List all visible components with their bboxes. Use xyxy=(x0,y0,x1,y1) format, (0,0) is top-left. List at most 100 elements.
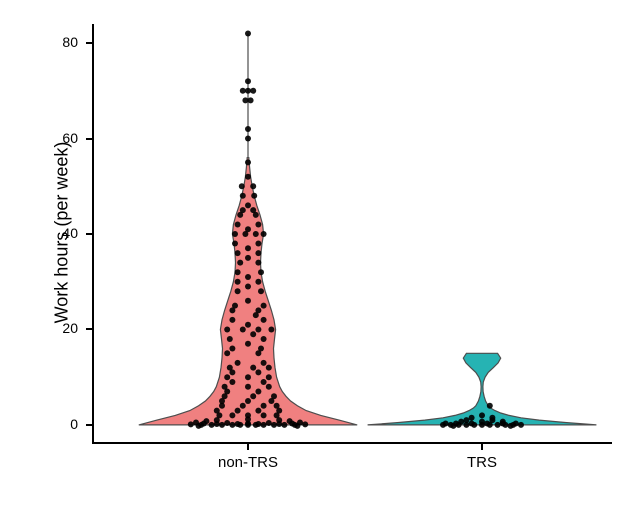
data-point xyxy=(255,421,261,427)
data-point xyxy=(214,408,220,414)
data-point xyxy=(240,207,246,213)
data-point xyxy=(245,88,251,94)
data-point xyxy=(261,231,267,237)
data-point xyxy=(245,412,251,418)
data-point xyxy=(261,422,267,428)
data-point xyxy=(255,369,261,375)
y-tick-label: 80 xyxy=(58,34,78,50)
data-point xyxy=(253,231,259,237)
data-point xyxy=(458,419,464,425)
data-point xyxy=(261,360,267,366)
data-point xyxy=(250,365,256,371)
data-point xyxy=(281,422,287,428)
data-point xyxy=(242,97,248,103)
data-point xyxy=(495,422,501,428)
data-point xyxy=(203,418,209,424)
data-point xyxy=(255,250,261,256)
data-point xyxy=(302,421,308,427)
data-point xyxy=(261,412,267,418)
data-point xyxy=(229,379,235,385)
data-point xyxy=(232,231,238,237)
data-point xyxy=(232,241,238,247)
y-axis-title: Work hours (per week) xyxy=(52,133,73,333)
data-point xyxy=(245,245,251,251)
data-point xyxy=(489,415,495,421)
data-point xyxy=(224,374,230,380)
data-point xyxy=(266,384,272,390)
data-point xyxy=(287,418,293,424)
data-point xyxy=(261,379,267,385)
data-point xyxy=(268,327,274,333)
data-point xyxy=(229,412,235,418)
data-point xyxy=(229,422,235,428)
data-point xyxy=(245,274,251,280)
data-point xyxy=(261,403,267,409)
data-point xyxy=(245,226,251,232)
data-point xyxy=(209,422,215,428)
data-point xyxy=(443,421,449,427)
data-point xyxy=(250,207,256,213)
data-point xyxy=(245,255,251,261)
data-point xyxy=(245,202,251,208)
data-point xyxy=(245,398,251,404)
data-point xyxy=(469,421,475,427)
data-point xyxy=(258,346,264,352)
data-point xyxy=(235,250,241,256)
data-point xyxy=(222,384,228,390)
data-point xyxy=(229,346,235,352)
data-point xyxy=(245,374,251,380)
data-point xyxy=(245,78,251,84)
data-point xyxy=(235,222,241,228)
data-point xyxy=(261,336,267,342)
data-point xyxy=(251,193,257,199)
data-point xyxy=(227,365,233,371)
data-point xyxy=(266,365,272,371)
data-point xyxy=(235,421,241,427)
data-point xyxy=(513,421,519,427)
data-point xyxy=(518,422,524,428)
data-point xyxy=(255,389,261,395)
plot-svg xyxy=(92,24,612,444)
data-point xyxy=(255,408,261,414)
data-point xyxy=(450,423,456,429)
data-point xyxy=(258,288,264,294)
data-point xyxy=(235,408,241,414)
data-point xyxy=(250,393,256,399)
data-point xyxy=(235,360,241,366)
data-point xyxy=(235,279,241,285)
data-point xyxy=(255,222,261,228)
data-point xyxy=(271,393,277,399)
data-point xyxy=(245,322,251,328)
data-point xyxy=(245,298,251,304)
data-point xyxy=(245,136,251,142)
data-point xyxy=(255,327,261,333)
data-point xyxy=(239,183,245,189)
data-point xyxy=(500,419,506,425)
data-point xyxy=(274,403,280,409)
data-point xyxy=(261,303,267,309)
data-point xyxy=(224,327,230,333)
data-point xyxy=(255,279,261,285)
x-tick-label: non-TRS xyxy=(188,454,308,471)
x-tick xyxy=(247,444,249,450)
data-point xyxy=(245,159,251,165)
data-point xyxy=(229,317,235,323)
data-point xyxy=(240,88,246,94)
x-tick-label: TRS xyxy=(422,454,542,471)
data-point xyxy=(469,415,475,421)
data-point xyxy=(484,421,490,427)
data-point xyxy=(487,403,493,409)
data-point xyxy=(188,421,194,427)
data-point xyxy=(224,350,230,356)
data-point xyxy=(255,241,261,247)
data-point xyxy=(245,384,251,390)
data-point xyxy=(245,341,251,347)
data-point xyxy=(250,331,256,337)
data-point xyxy=(248,97,254,103)
data-point xyxy=(235,288,241,294)
data-point xyxy=(196,423,202,429)
data-point xyxy=(463,417,469,423)
data-point xyxy=(479,419,485,425)
data-point xyxy=(255,307,261,313)
data-point xyxy=(266,374,272,380)
